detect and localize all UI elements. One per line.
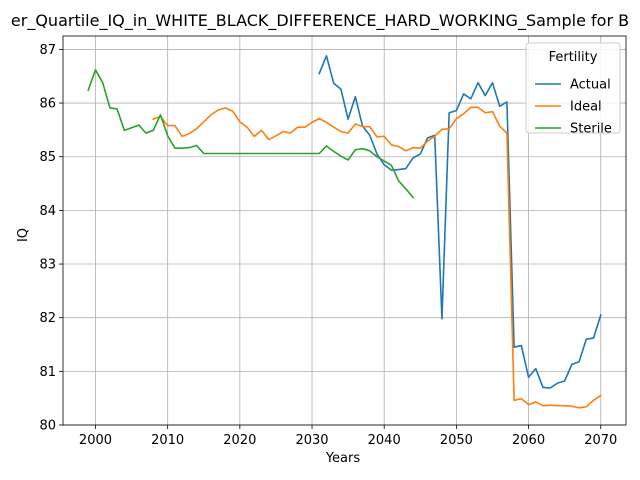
legend-title: Fertility [549,50,598,65]
x-tick-label: 2060 [512,433,545,448]
x-tick-label: 2070 [584,433,617,448]
x-tick-label: 2000 [79,433,112,448]
x-tick-label: 2040 [368,433,401,448]
y-tick-label: 82 [39,311,56,326]
y-tick-label: 84 [39,204,56,219]
series-line-ideal [152,106,602,409]
y-tick-label: 80 [39,419,56,434]
series-line-actual [318,55,602,389]
y-tick-label: 81 [39,365,56,380]
x-tick-label: 2050 [440,433,473,448]
y-tick-label: 83 [39,258,56,273]
y-tick-label: 85 [39,150,56,165]
series-line-sterile [87,69,415,199]
legend-entry-actual: Actual [570,78,611,93]
legend-entry-sterile: Sterile [570,122,612,137]
y-axis: 80 81 82 83 84 85 86 87 [39,43,63,434]
legend-box [525,42,621,134]
y-tick-label: 87 [39,43,56,58]
grid-lines [63,36,626,426]
x-axis: 2000 2010 2020 2030 2040 2050 2060 2070 [79,425,617,448]
x-tick-label: 2030 [295,433,328,448]
plot-area [62,35,627,426]
x-tick-label: 2020 [223,433,256,448]
chart-title: er_Quartile_IQ_in_WHITE_BLACK_DIFFERENCE… [11,11,629,31]
series-layer [87,55,602,409]
legend: Fertility Actual Ideal Sterile [525,42,621,137]
x-tick-label: 2010 [151,433,184,448]
y-axis-label: IQ [16,228,31,242]
x-axis-label: Years [325,451,361,466]
legend-entry-ideal: Ideal [570,100,602,115]
y-tick-label: 86 [39,97,56,112]
